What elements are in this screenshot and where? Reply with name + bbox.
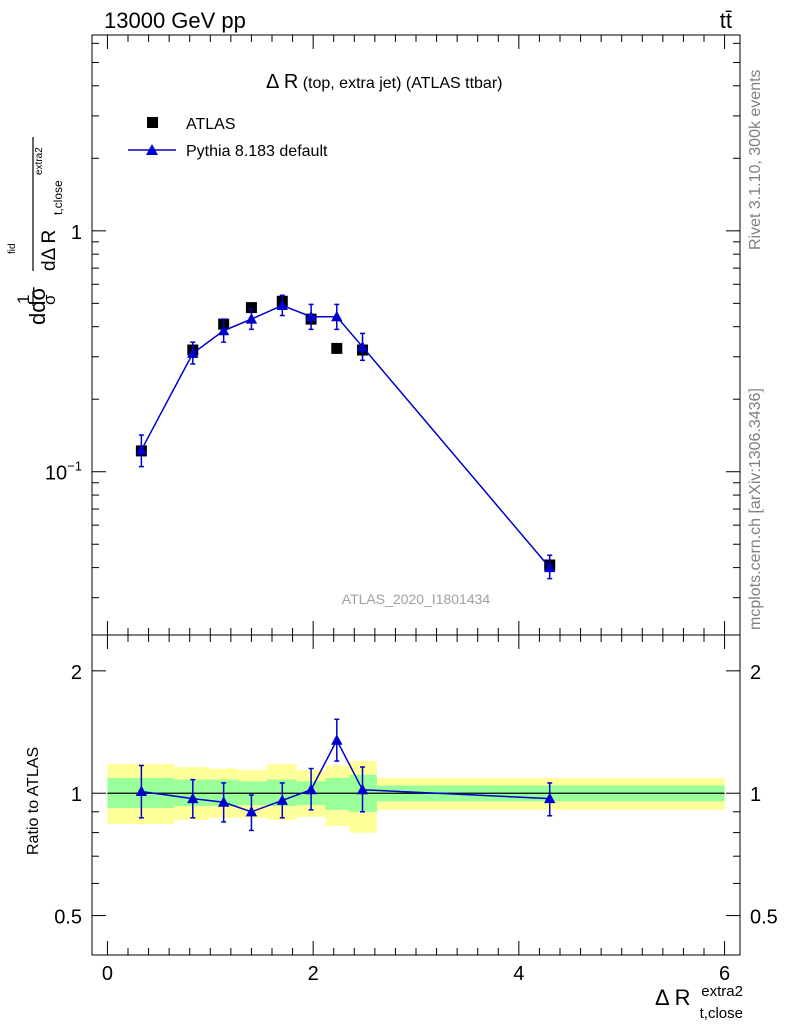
ratio-y-tick-label-right: 1 <box>750 784 761 806</box>
atlas-data-point <box>331 342 343 354</box>
pythia-data-point <box>305 310 317 322</box>
x-tick-label: 6 <box>719 963 730 985</box>
legend: ATLAS Pythia 8.183 default <box>128 116 328 160</box>
x-tick-label: 0 <box>102 963 113 985</box>
ratio-y-tick-label-right: 0.5 <box>750 907 778 929</box>
main-panel: 1 10−1 Δ R (top, extra jet) (ATLAS ttbar)… <box>7 34 741 636</box>
plot-title: Δ R (top, extra jet) (ATLAS ttbar) <box>266 71 502 93</box>
pythia-data-point <box>217 324 230 336</box>
ratio-data-point <box>276 794 288 805</box>
y-label-inverse-sigma: σ <box>40 294 59 305</box>
ratio-data-point <box>356 783 369 795</box>
ratio-data-point <box>135 785 148 796</box>
process-label: tt̄ <box>720 8 732 33</box>
x-tick-label: 4 <box>513 963 524 985</box>
pythia-data-point <box>356 340 369 352</box>
ratio-data-point <box>245 805 258 817</box>
ratio-data-point <box>187 792 199 804</box>
ratio-data-point <box>544 792 556 804</box>
plot-title-symbol: Δ R <box>266 71 298 93</box>
legend-atlas-label: ATLAS <box>186 116 236 133</box>
pythia-data-point <box>245 313 258 324</box>
y-label-dd-sigma: ddσ <box>25 287 50 325</box>
mcplots-label: mcplots.cern.ch [arXiv:1306.3436] <box>747 388 764 630</box>
y-tick-label: 1 <box>71 222 82 244</box>
x-label-main: Δ R <box>655 985 690 1010</box>
pythia-data-point <box>331 310 343 322</box>
ratio-axis-ticks: 0.5 0.5 1 1 2 2 0 2 4 6 <box>54 635 778 985</box>
analysis-watermark: ATLAS_2020_I1801434 <box>342 591 491 607</box>
legend-pythia-label: Pythia 8.183 default <box>186 143 328 160</box>
uncertainty-band-inner <box>325 778 350 810</box>
pythia-data-point <box>135 444 148 455</box>
pythia-data-point <box>187 347 199 358</box>
ratio-y-tick-label-left: 1 <box>71 784 82 806</box>
x-label-subscript: t,close <box>700 1005 743 1022</box>
y-label-subscript: t,close <box>51 180 65 215</box>
plot-title-text: (top, extra jet) (ATLAS ttbar) <box>298 75 502 92</box>
atlas-data-point <box>245 302 257 314</box>
ratio-data-point <box>217 796 230 807</box>
main-axis-ticks: 1 10−1 <box>45 35 740 635</box>
x-label-superscript: extra2 <box>701 983 743 1000</box>
y-label-inverse-one: 1 <box>14 295 33 304</box>
energy-label: 13000 GeV pp <box>104 8 246 33</box>
ratio-y-axis-label: Ratio to ATLAS <box>25 747 42 855</box>
ratio-y-tick-label-left: 2 <box>71 662 82 684</box>
ratio-y-tick-label-right: 2 <box>750 662 761 684</box>
pythia-data-point <box>276 299 288 310</box>
y-tick-exponent: −1 <box>67 459 82 474</box>
main-y-axis-label: ddσ 1 σ fid dΔ R t,close extra2 <box>7 137 65 325</box>
main-plot-marks <box>135 294 556 580</box>
y-label-denominator: dΔ R <box>39 230 60 271</box>
y-tick-label: 10−1 <box>45 459 82 485</box>
ratio-y-tick-label-left: 0.5 <box>54 907 82 929</box>
pythia-data-point <box>544 561 556 573</box>
legend-atlas-marker <box>147 117 158 128</box>
pythia-series-line <box>140 304 551 569</box>
legend-pythia-marker <box>146 144 158 155</box>
x-tick-label: 2 <box>308 963 319 985</box>
ratio-data-point <box>331 734 343 745</box>
ratio-data-point <box>305 783 317 795</box>
rivet-version-label: Rivet 3.1.10, 300k events <box>747 69 764 250</box>
y-tick-base: 10 <box>45 463 67 485</box>
x-axis-label: Δ R t,close extra2 <box>655 983 743 1022</box>
ratio-plot-marks <box>107 718 725 833</box>
y-label-superscript: extra2 <box>34 147 45 175</box>
ratio-panel: 0.5 0.5 1 1 2 2 0 2 4 6 Ratio to ATLAS Δ R t,clos… <box>25 634 778 1022</box>
y-label-fid: fid <box>7 243 18 254</box>
